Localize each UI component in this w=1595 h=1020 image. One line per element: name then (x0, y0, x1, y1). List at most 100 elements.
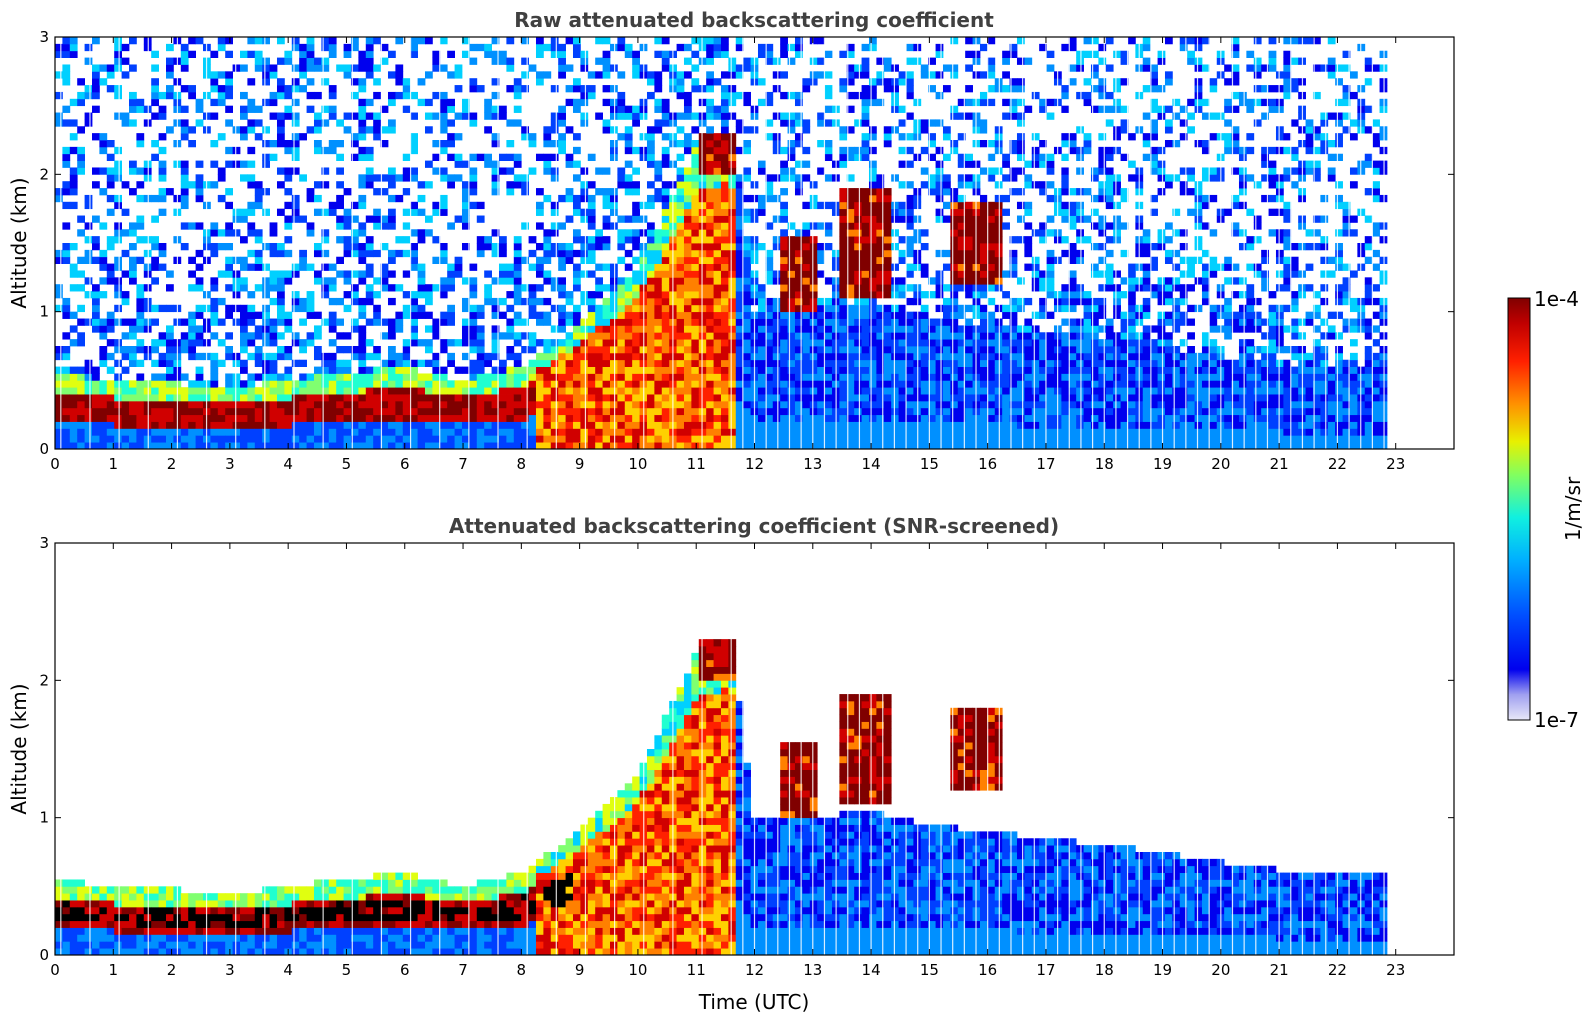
heatmap-cell (69, 366, 78, 374)
heatmap-cell (136, 105, 145, 113)
heatmap-cell (484, 414, 492, 422)
heatmap-cell (129, 256, 137, 264)
heatmap-cell (691, 394, 700, 402)
heatmap-cell (602, 352, 611, 361)
heatmap-cell (876, 325, 885, 333)
heatmap-cell (343, 222, 352, 230)
heatmap-cell (461, 201, 470, 210)
heatmap-cell (713, 304, 722, 313)
heatmap-cell (839, 435, 848, 443)
heatmap-cell (957, 339, 966, 347)
heatmap-cell (994, 352, 1003, 361)
heatmap-cell (691, 291, 700, 299)
heatmap-cell (1009, 311, 1018, 319)
heatmap-cell (883, 332, 892, 340)
heatmap-cell (602, 37, 611, 45)
heatmap-cell (765, 311, 774, 319)
heatmap-cell (1002, 194, 1010, 203)
heatmap-cell (572, 400, 581, 409)
heatmap-cell (550, 380, 559, 388)
heatmap-cell (136, 394, 145, 402)
heatmap-cell (247, 208, 256, 216)
heatmap-cell (380, 263, 389, 271)
heatmap-cell (217, 435, 226, 443)
heatmap-cell (698, 174, 707, 182)
heatmap-cell (868, 387, 877, 395)
heatmap-cell (306, 304, 315, 313)
heatmap-cell (521, 428, 529, 436)
heatmap-cell (121, 428, 130, 436)
heatmap-cell (868, 435, 877, 443)
heatmap-cell (550, 50, 559, 58)
heatmap-cell (713, 236, 722, 244)
heatmap-cell (461, 222, 470, 230)
heatmap-cell (306, 291, 315, 299)
heatmap-cell (950, 270, 959, 278)
heatmap-cell (1024, 208, 1033, 216)
heatmap-cell (129, 400, 137, 409)
heatmap-cell (728, 208, 737, 216)
heatmap-cell (387, 256, 396, 264)
heatmap-cell (920, 270, 929, 278)
heatmap-cell (765, 181, 774, 189)
heatmap-cell (624, 414, 633, 422)
heatmap-cell (617, 407, 626, 416)
heatmap-cell (809, 387, 818, 395)
heatmap-cell (62, 153, 71, 161)
heatmap-cell (417, 414, 426, 422)
heatmap-cell (365, 339, 374, 347)
heatmap-cell (661, 263, 670, 271)
heatmap-cell (683, 140, 692, 148)
heatmap-cell (247, 428, 256, 436)
heatmap-cell (69, 428, 78, 436)
heatmap-cell (780, 339, 788, 347)
heatmap-cell (225, 270, 233, 278)
heatmap-cell (654, 380, 663, 388)
heatmap-cell (698, 284, 707, 292)
heatmap-cell (587, 387, 596, 395)
heatmap-cell (343, 414, 352, 422)
heatmap-cell (410, 421, 418, 429)
heatmap-cell (424, 435, 433, 443)
heatmap-cell (861, 318, 870, 326)
heatmap-cell (720, 400, 729, 409)
heatmap-cell (395, 352, 404, 361)
heatmap-cell (720, 373, 729, 381)
heatmap-cell (735, 387, 744, 395)
heatmap-cell (350, 421, 359, 429)
heatmap-cell (691, 270, 700, 278)
heatmap-cell (698, 346, 707, 354)
heatmap-cell (543, 153, 552, 161)
heatmap-cell (935, 181, 944, 189)
heatmap-cell (595, 373, 603, 381)
heatmap-cell (254, 435, 263, 443)
heatmap-cell (484, 387, 492, 395)
heatmap-cell (1046, 270, 1055, 278)
heatmap-cell (151, 373, 159, 381)
heatmap-cell (698, 421, 707, 429)
heatmap-cell (373, 249, 381, 258)
heatmap-cell (240, 277, 248, 285)
heatmap-cell (262, 414, 270, 422)
heatmap-cell (410, 304, 418, 313)
heatmap-cell (247, 311, 256, 319)
heatmap-cell (595, 112, 603, 120)
heatmap-cell (543, 133, 552, 141)
heatmap-cell (691, 243, 700, 251)
heatmap-cell (883, 428, 892, 436)
heatmap-cell (269, 380, 278, 388)
heatmap-cell (476, 421, 485, 429)
heatmap-cell (617, 284, 626, 292)
heatmap-cell (129, 98, 137, 107)
heatmap-cell (513, 332, 522, 340)
heatmap-cell (358, 297, 367, 306)
heatmap-cell (106, 387, 115, 395)
heatmap-cell (661, 352, 670, 361)
heatmap-cell (802, 119, 811, 127)
heatmap-cell (276, 140, 285, 148)
heatmap-cell (802, 414, 811, 422)
heatmap-cell (254, 414, 263, 422)
heatmap-cell (624, 133, 633, 141)
heatmap-cell (136, 181, 145, 189)
heatmap-cell (535, 37, 544, 45)
